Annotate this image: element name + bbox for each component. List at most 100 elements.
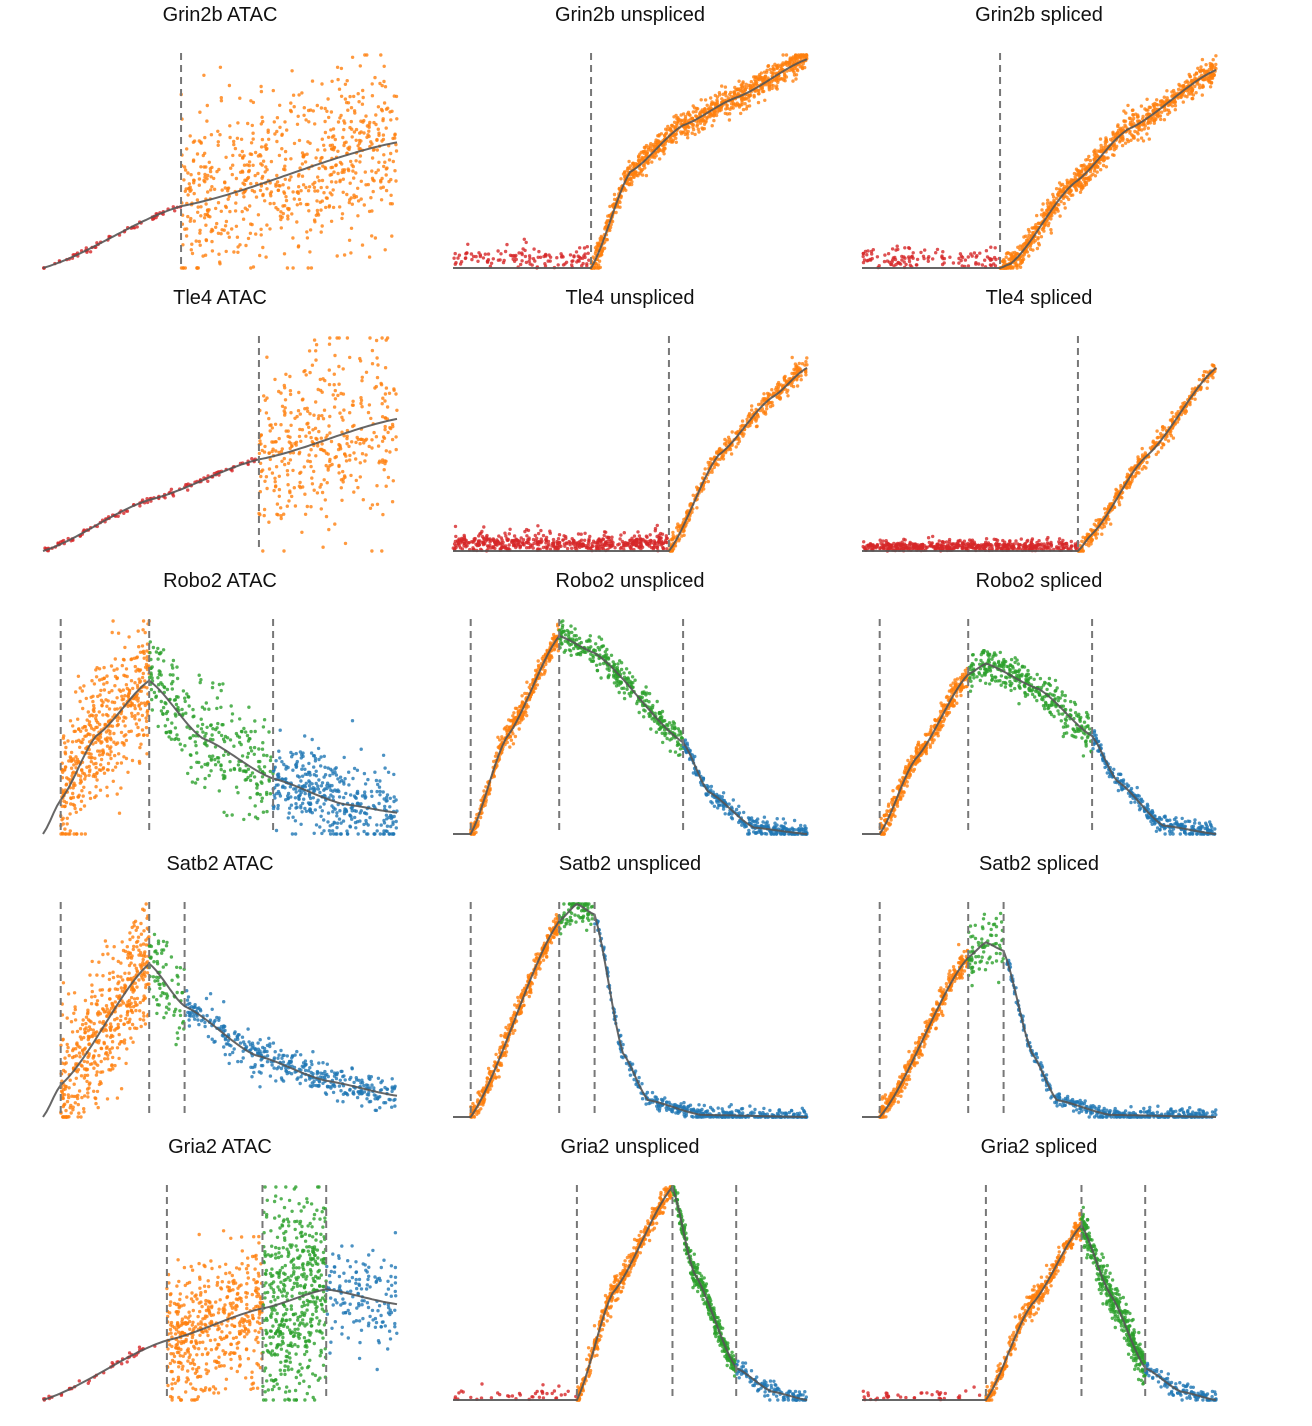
- scatter-point-orange: [740, 103, 744, 107]
- scatter-point-orange: [390, 437, 395, 442]
- scatter-point-red: [937, 539, 941, 543]
- scatter-point-orange: [314, 454, 318, 458]
- scatter-point-red: [508, 527, 512, 531]
- scatter-point-orange: [1143, 124, 1148, 128]
- scatter-point-orange: [322, 408, 327, 412]
- scatter-point-orange: [1197, 377, 1202, 382]
- scatter-point-orange: [275, 502, 280, 506]
- scatter-point-orange: [687, 518, 691, 523]
- scatter-point-orange: [1128, 116, 1133, 121]
- panel-title: Grin2b ATAC: [163, 4, 278, 26]
- scatter-point-red: [528, 256, 532, 260]
- scatter-point-orange: [1152, 118, 1157, 123]
- scatter-point-orange: [650, 160, 654, 164]
- scatter-point-red: [1005, 546, 1009, 551]
- scatter-point-red: [1046, 545, 1050, 549]
- scatter-point-orange: [279, 423, 283, 427]
- scatter-point-orange: [283, 177, 287, 181]
- scatter-point-orange: [314, 349, 318, 353]
- scatter-point-orange: [304, 373, 308, 377]
- scatter-point-orange: [1105, 140, 1109, 144]
- scatter-point-orange: [805, 363, 809, 367]
- scatter-point-red: [657, 538, 661, 542]
- scatter-point-orange: [1039, 235, 1044, 239]
- scatter-point-orange: [279, 210, 283, 214]
- scatter-point-red: [88, 250, 93, 254]
- scatter-point-red: [911, 251, 915, 255]
- scatter-point-orange: [1100, 526, 1104, 530]
- scatter-point-red: [486, 259, 490, 263]
- scatter-point-orange: [1136, 113, 1140, 117]
- scatter-point-orange: [365, 53, 369, 57]
- scatter-point-red: [980, 263, 985, 267]
- scatter-point-orange: [1035, 213, 1039, 218]
- scatter-point-orange: [361, 95, 365, 100]
- scatter-point-red: [578, 246, 582, 250]
- scatter-point-orange: [676, 524, 680, 529]
- scatter-point-red: [465, 251, 469, 255]
- scatter-point-orange: [1058, 214, 1062, 218]
- scatter-point-orange: [628, 166, 632, 171]
- scatter-point-orange: [314, 156, 318, 160]
- scatter-point-red: [495, 543, 499, 547]
- scatter-point-orange: [249, 222, 253, 226]
- scatter-point-orange: [394, 435, 398, 439]
- scatter-point-orange: [730, 430, 734, 434]
- scatter-point-orange: [214, 225, 218, 229]
- scatter-point-orange: [384, 338, 388, 342]
- scatter-point-orange: [1111, 153, 1115, 157]
- scatter-point-orange: [1126, 139, 1131, 144]
- scatter-point-orange: [274, 182, 278, 186]
- scatter-point-orange: [1167, 110, 1172, 115]
- scatter-point-orange: [734, 445, 738, 449]
- scatter-point-orange: [382, 436, 387, 440]
- scatter-point-orange: [379, 198, 384, 202]
- scatter-point-orange: [1100, 532, 1104, 536]
- scatter-point-red: [485, 544, 490, 548]
- scatter-point-orange: [358, 160, 362, 164]
- scatter-point-orange: [370, 348, 375, 353]
- scatter-point-red: [470, 540, 474, 544]
- scatter-point-red: [557, 533, 562, 537]
- scatter-point-orange: [204, 223, 208, 227]
- scatter-point-orange: [186, 171, 190, 175]
- scatter-point-orange: [1171, 436, 1176, 440]
- scatter-point-red: [599, 539, 603, 543]
- scatter-point-red: [940, 262, 945, 267]
- scatter-point-orange: [310, 476, 314, 480]
- scatter-point-orange: [368, 506, 373, 510]
- scatter-point-orange: [756, 100, 761, 105]
- scatter-point-orange: [350, 55, 355, 59]
- scatter-point-orange: [297, 172, 301, 177]
- scatter-point-orange: [292, 197, 296, 201]
- scatter-point-red: [977, 262, 981, 266]
- scatter-point-orange: [1207, 80, 1212, 84]
- scatter-point-orange: [242, 195, 246, 199]
- scatter-point-orange: [710, 124, 714, 128]
- scatter-point-orange: [203, 180, 207, 184]
- scatter-point-orange: [1189, 92, 1193, 96]
- scatter-point-orange: [724, 94, 728, 98]
- scatter-point-orange: [312, 469, 316, 474]
- scatter-point-orange: [784, 53, 789, 57]
- scatter-point-orange: [339, 486, 343, 490]
- scatter-point-orange: [332, 383, 336, 387]
- scatter-point-orange: [295, 122, 300, 127]
- scatter-point-orange: [199, 205, 203, 209]
- scatter-point-orange: [656, 139, 661, 143]
- scatter-point-red: [466, 242, 470, 246]
- scatter-point-orange: [326, 135, 331, 139]
- scatter-point-red: [927, 255, 931, 259]
- scatter-point-orange: [1021, 257, 1026, 262]
- scatter-point-orange: [192, 219, 196, 223]
- scatter-point-red: [499, 252, 503, 256]
- scatter-point-orange: [327, 204, 332, 208]
- scatter-point-orange: [276, 188, 280, 193]
- scatter-point-orange: [1041, 202, 1045, 206]
- scatter-point-orange: [375, 375, 380, 380]
- scatter-point-orange: [696, 127, 700, 131]
- scatter-point-red: [498, 258, 502, 262]
- scatter-point-red: [537, 249, 541, 254]
- scatter-point-orange: [790, 57, 794, 62]
- scatter-point-orange: [752, 95, 756, 99]
